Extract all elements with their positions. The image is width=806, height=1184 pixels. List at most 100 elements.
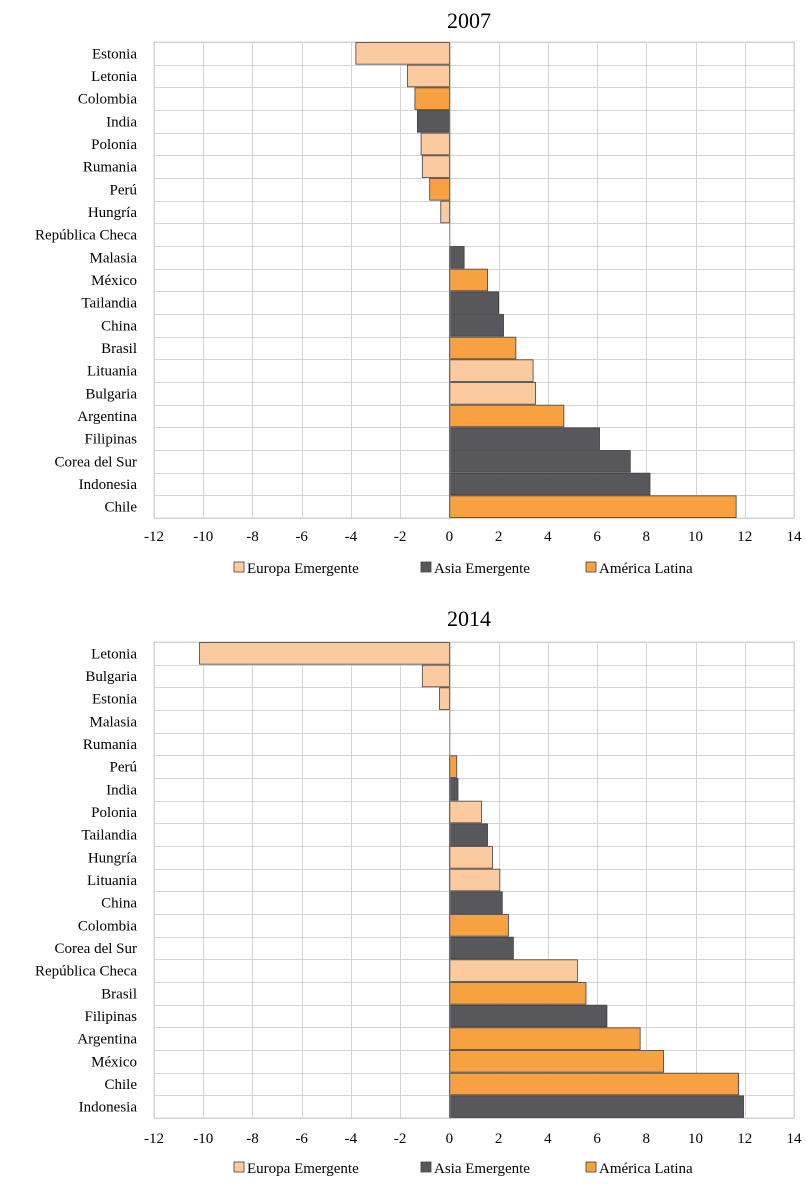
category-label: China bbox=[101, 896, 137, 912]
category-label: Letonia bbox=[91, 646, 137, 662]
x-tick-label: -4 bbox=[345, 529, 358, 545]
category-label: Colombia bbox=[78, 92, 138, 108]
bar-estonia bbox=[439, 687, 450, 710]
bar-indonesia bbox=[448, 472, 651, 496]
category-label: República Checa bbox=[35, 964, 137, 980]
x-tick-label: -6 bbox=[295, 1131, 308, 1147]
legend-swatch-europa bbox=[233, 1161, 245, 1173]
x-tick-label: -8 bbox=[246, 529, 259, 545]
category-label: Malasia bbox=[90, 714, 138, 730]
category-label: Chile bbox=[105, 1077, 138, 1093]
bar-china bbox=[448, 891, 503, 914]
legend-label-asia: Asia Emergente bbox=[434, 1161, 530, 1177]
x-tick-label: 14 bbox=[787, 529, 803, 545]
bar-colombia bbox=[414, 87, 450, 110]
bar-polonia bbox=[448, 800, 482, 824]
category-label: Hungría bbox=[88, 205, 137, 221]
category-label: México bbox=[91, 1054, 137, 1070]
bar-lituania bbox=[448, 359, 534, 382]
bar-hungría bbox=[448, 846, 493, 869]
category-label: Estonia bbox=[92, 46, 137, 62]
category-label: Argentina bbox=[77, 1032, 137, 1048]
bar-malasia bbox=[448, 246, 465, 269]
category-label: Brasil bbox=[101, 341, 137, 357]
category-label: Tailandia bbox=[81, 296, 137, 312]
bar-corea-del-sur bbox=[448, 936, 514, 960]
category-label: México bbox=[91, 273, 137, 289]
bar-estonia bbox=[355, 42, 450, 65]
bar-bulgaria bbox=[448, 382, 536, 405]
x-tick-label: 10 bbox=[688, 1131, 703, 1147]
bar-argentina bbox=[448, 1027, 641, 1050]
x-tick-label: -8 bbox=[246, 1131, 259, 1147]
bar-chile bbox=[448, 1072, 740, 1096]
x-tick-label: 8 bbox=[643, 529, 651, 545]
x-tick-label: 0 bbox=[446, 529, 454, 545]
bar-lituania bbox=[448, 868, 501, 892]
bar-bulgaria bbox=[421, 664, 450, 688]
legend-label-latina: América Latina bbox=[599, 561, 693, 577]
category-label: Perú bbox=[110, 760, 138, 776]
bar-perú bbox=[448, 755, 458, 778]
x-tick-label: -10 bbox=[193, 1131, 213, 1147]
bar-india bbox=[416, 110, 450, 133]
bar-polonia bbox=[420, 132, 450, 156]
bar-letonia bbox=[407, 64, 450, 88]
bar-méxico bbox=[448, 1050, 664, 1073]
legend-swatch-latina bbox=[585, 561, 597, 573]
category-label: Filipinas bbox=[84, 1009, 137, 1025]
category-label: Perú bbox=[110, 182, 138, 198]
category-label: Lituania bbox=[87, 873, 137, 889]
category-label: Corea del Sur bbox=[55, 454, 137, 470]
bar-china bbox=[448, 314, 504, 337]
legend-label-europa: Europa Emergente bbox=[247, 561, 359, 577]
x-tick-label: 12 bbox=[737, 529, 752, 545]
chart-2007: 2007 Estonia Letonia Colombia India Polonia Ru… bbox=[35, 8, 802, 577]
x-tick-label: 4 bbox=[544, 529, 552, 545]
x-tick-label: -6 bbox=[295, 529, 308, 545]
category-label: Bulgaria bbox=[85, 386, 137, 402]
bar-méxico bbox=[448, 268, 488, 292]
bar-brasil bbox=[448, 336, 517, 360]
bar-indonesia bbox=[448, 1095, 744, 1118]
category-label: Filipinas bbox=[84, 432, 137, 448]
chart-title: 2014 bbox=[447, 606, 491, 631]
category-label: Indonesia bbox=[79, 477, 138, 493]
category-label: Colombia bbox=[78, 918, 138, 934]
category-label: Indonesia bbox=[79, 1100, 138, 1116]
bar-letonia bbox=[199, 642, 450, 665]
category-label: Polonia bbox=[91, 805, 137, 821]
bar-brasil bbox=[448, 982, 587, 1005]
x-tick-label: -2 bbox=[394, 1131, 407, 1147]
category-label: Rumania bbox=[83, 160, 137, 176]
legend-swatch-latina bbox=[585, 1161, 597, 1173]
category-label: Corea del Sur bbox=[55, 941, 137, 957]
x-tick-label: 6 bbox=[593, 1131, 601, 1147]
bar-india bbox=[448, 778, 459, 801]
legend-swatch-asia bbox=[420, 1161, 432, 1173]
legend-swatch-europa bbox=[233, 561, 245, 573]
bar-hungría bbox=[440, 200, 450, 224]
bar-perú bbox=[429, 178, 450, 201]
bar-colombia bbox=[448, 914, 509, 937]
bar-filipinas bbox=[448, 1004, 608, 1028]
x-tick-label: 14 bbox=[787, 1131, 803, 1147]
category-label: China bbox=[101, 318, 137, 334]
category-label: Tailandia bbox=[81, 828, 137, 844]
x-tick-label: 2 bbox=[495, 1131, 503, 1147]
x-tick-label: 0 bbox=[446, 1131, 454, 1147]
bar-corea-del-sur bbox=[448, 450, 631, 473]
category-label: India bbox=[106, 114, 137, 130]
legend-label-europa: Europa Emergente bbox=[247, 1161, 359, 1177]
bar-filipinas bbox=[448, 427, 600, 450]
bar-república-checa bbox=[448, 959, 578, 982]
category-label: Brasil bbox=[101, 986, 137, 1002]
x-tick-label: -2 bbox=[394, 529, 407, 545]
x-tick-label: 6 bbox=[593, 529, 601, 545]
bar-rumania bbox=[421, 155, 450, 178]
chart-2014: 2014LetoniaBulgariaEstoniaMalasiaRumania… bbox=[35, 606, 802, 1177]
bar-chile bbox=[448, 495, 737, 518]
bar-tailandia bbox=[448, 291, 500, 314]
x-tick-label: -10 bbox=[193, 529, 213, 545]
x-tick-label: 4 bbox=[544, 1131, 552, 1147]
